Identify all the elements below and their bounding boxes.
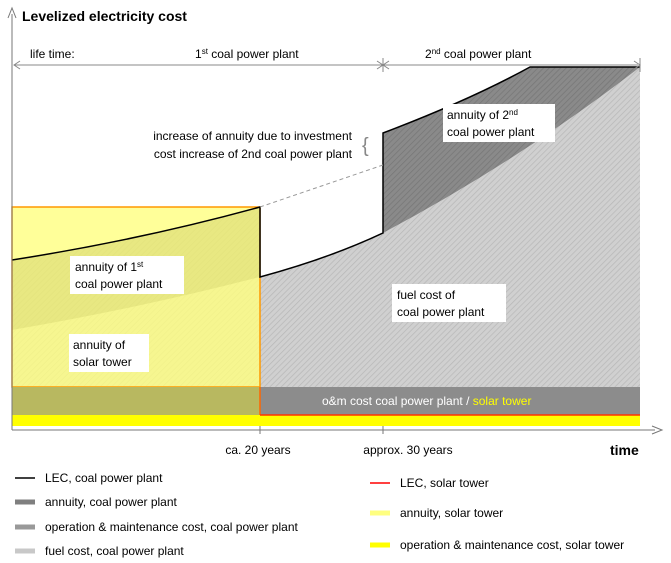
fuel-label: fuel cost of — [397, 288, 456, 302]
plant1-label: 1st coal power plant — [195, 47, 299, 61]
coal-lec — [11, 66, 640, 278]
legend-label: LEC, solar tower — [400, 476, 489, 490]
plant2-label: 2nd coal power plant — [425, 47, 532, 61]
legend-label: LEC, coal power plant — [45, 471, 163, 485]
solar-label: solar tower — [73, 355, 132, 369]
dashed-extension — [259, 164, 384, 208]
solar-label: annuity of — [73, 338, 126, 352]
annuity2-label: annuity of 2nd — [447, 108, 518, 122]
brace: { — [362, 135, 369, 157]
legend: LEC, coal power plant annuity, coal power… — [15, 471, 624, 558]
lifetime-label: life time: — [30, 47, 75, 61]
legend-label: fuel cost, coal power plant — [45, 544, 184, 558]
x-tick-label: approx. 30 years — [363, 443, 452, 457]
legend-label: annuity, coal power plant — [45, 495, 178, 509]
arrowhead — [13, 60, 641, 70]
annuity1-label: coal power plant — [75, 277, 163, 291]
label-box — [70, 256, 184, 294]
legend-label: operation & maintenance cost, coal power… — [45, 520, 298, 534]
annuity1-label: annuity of 1st — [75, 260, 144, 274]
x-axis-label: time — [610, 442, 639, 458]
annuity2-label: coal power plant — [447, 125, 535, 139]
om-label: o&m cost coal power plant / solar tower — [322, 394, 531, 408]
om-band-solar — [12, 387, 260, 415]
y-axis-arrow — [7, 6, 17, 19]
label-box — [443, 104, 555, 142]
annotation: cost increase of 2nd coal power plant — [154, 147, 353, 161]
legend-label: operation & maintenance cost, solar towe… — [400, 538, 624, 552]
annotation: increase of annuity due to investment — [153, 129, 352, 143]
x-axis-arrow — [651, 425, 664, 435]
solar-om-band — [12, 415, 640, 426]
legend-label: annuity, solar tower — [400, 506, 503, 520]
x-tick-label: ca. 20 years — [225, 443, 290, 457]
y-axis-label: Levelized electricity cost — [22, 8, 187, 24]
fuel-label: coal power plant — [397, 305, 485, 319]
label-box — [69, 334, 149, 372]
label-box — [392, 284, 506, 322]
